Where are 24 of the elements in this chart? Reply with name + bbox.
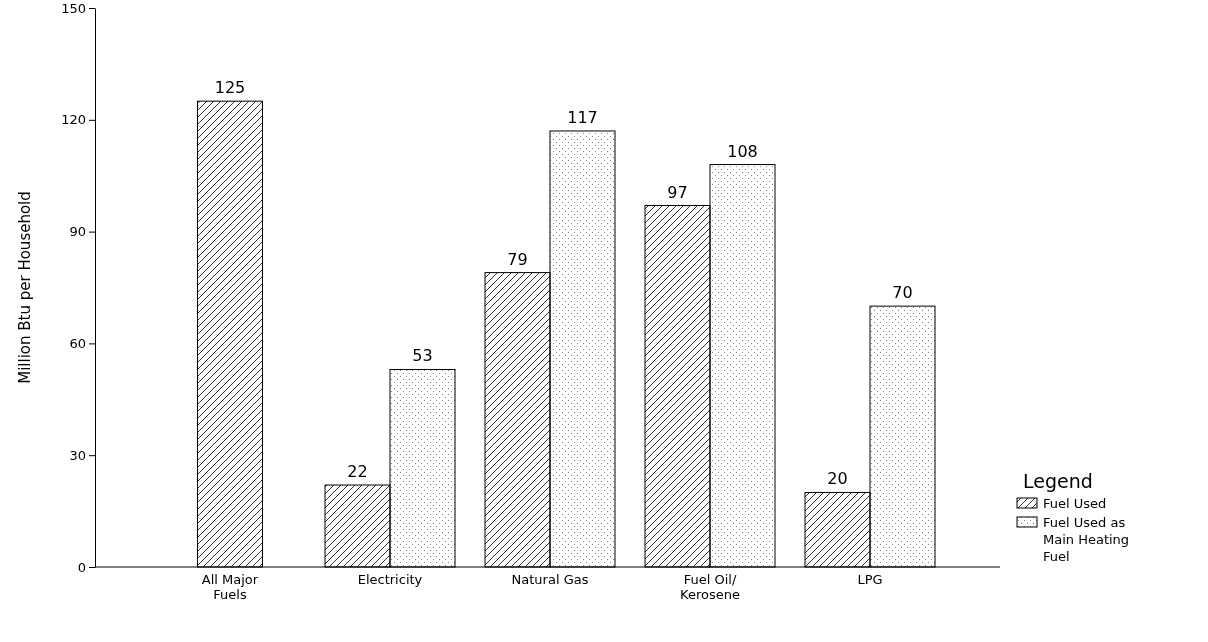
x-tick-label: Natural Gas xyxy=(511,572,589,587)
y-tick-label: 60 xyxy=(69,336,86,352)
data-label: 117 xyxy=(567,107,598,127)
y-tick-label: 150 xyxy=(61,0,86,16)
y-tick-label: 90 xyxy=(69,224,86,240)
y-axis-title: Million Btu per Household xyxy=(16,191,34,384)
legend-label: Fuel Used as Main Heating Fuel xyxy=(1043,515,1130,564)
data-label: 53 xyxy=(412,346,433,366)
data-label: 20 xyxy=(827,469,848,489)
data-label: 97 xyxy=(667,182,688,202)
y-tick-label: 120 xyxy=(61,112,86,128)
data-label: 22 xyxy=(347,462,368,482)
x-tick-label: All Major Fuels xyxy=(201,572,259,602)
data-label: 70 xyxy=(892,283,913,303)
legend-title: Legend xyxy=(1023,470,1093,492)
data-label: 79 xyxy=(507,249,528,269)
y-tick-label: 30 xyxy=(69,447,86,463)
legend-label: Fuel Used xyxy=(1043,496,1107,511)
x-tick-label: Electricity xyxy=(357,572,423,587)
x-tick-label: LPG xyxy=(857,572,883,587)
x-tick-label: Fuel Oil/ Kerosene xyxy=(680,572,740,602)
data-label: 125 xyxy=(214,78,246,98)
y-tick-label: 0 xyxy=(77,559,86,575)
data-label: 108 xyxy=(727,141,758,161)
